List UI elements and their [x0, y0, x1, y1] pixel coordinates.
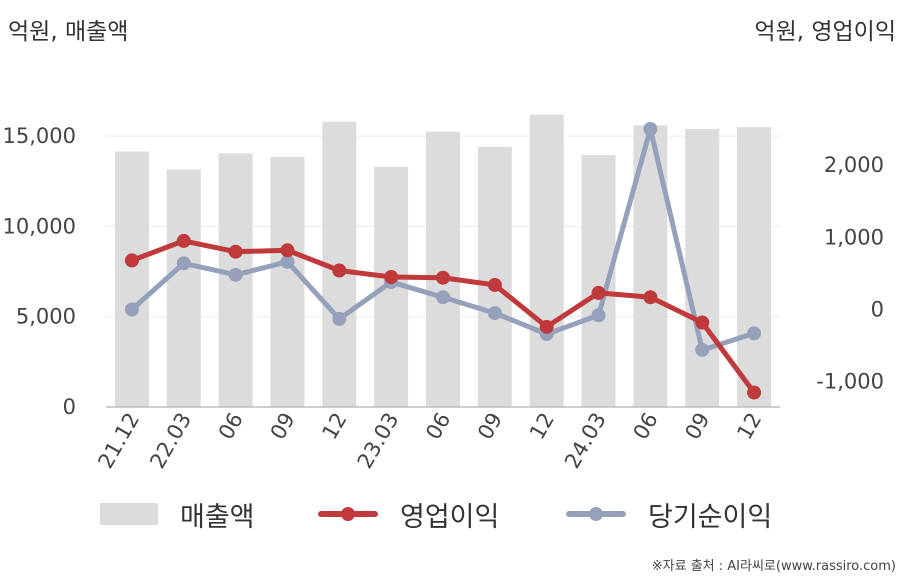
legend: 매출액 영업이익 당기순이익: [0, 492, 908, 536]
left-tick-label: 15,000: [3, 124, 76, 148]
x-tick-label: 23.03: [353, 409, 404, 473]
point-operating-profit: [332, 263, 347, 278]
left-tick-label: 0: [63, 395, 76, 419]
x-tick-label: 24.03: [560, 409, 611, 473]
x-tick-label: 09: [266, 409, 300, 444]
bar-revenue: [477, 147, 512, 407]
left-axis-unit-label: 억원, 매출액: [8, 19, 129, 45]
x-tick-label: 22.03: [145, 409, 196, 473]
legend-item-net-income: 당기순이익: [566, 492, 772, 536]
bar-revenue: [685, 128, 720, 407]
left-tick-label: 5,000: [16, 305, 76, 329]
source-note: ※자료 출처 : AI라씨로(www.rassiro.com): [651, 559, 896, 574]
point-operating-profit: [176, 233, 191, 248]
point-net-income: [487, 306, 502, 321]
bar-revenue: [426, 131, 460, 407]
point-operating-profit: [643, 290, 658, 305]
x-tick-label: 12: [732, 409, 766, 444]
x-tick-label: 12: [317, 409, 351, 444]
x-tick-label: 06: [214, 409, 248, 444]
legend-swatch-net-income: [566, 503, 626, 525]
right-tick-label: 1,000: [824, 225, 884, 249]
point-operating-profit: [747, 385, 762, 400]
right-tick-label: -1,000: [816, 370, 884, 394]
bar-revenue: [529, 114, 564, 407]
point-operating-profit: [280, 243, 295, 258]
point-net-income: [124, 302, 139, 317]
left-tick-label: 10,000: [3, 214, 76, 238]
point-operating-profit: [228, 244, 243, 259]
point-net-income: [643, 121, 658, 136]
point-operating-profit: [487, 277, 502, 292]
point-operating-profit: [436, 270, 450, 285]
point-operating-profit: [539, 319, 554, 334]
point-net-income: [280, 254, 295, 269]
legend-swatch-revenue: [100, 503, 158, 525]
point-net-income: [176, 256, 191, 271]
bar-revenue: [166, 169, 201, 407]
right-tick-label: 2,000: [824, 153, 884, 177]
legend-item-revenue: 매출액: [100, 492, 255, 536]
bar-revenue: [737, 127, 772, 407]
x-tick-label: 12: [525, 409, 559, 444]
point-net-income: [228, 267, 243, 282]
point-net-income: [695, 342, 710, 357]
x-tick-label: 09: [473, 409, 507, 444]
right-axis-unit-label: 억원, 영업이익: [754, 19, 896, 45]
point-net-income: [332, 311, 347, 326]
point-operating-profit: [591, 285, 606, 300]
legend-label-net-income: 당기순이익: [648, 501, 773, 533]
point-net-income: [436, 290, 450, 305]
legend-label-operating-profit: 영업이익: [400, 501, 500, 533]
x-tick-label: 06: [421, 409, 455, 444]
x-tick-label: 09: [680, 409, 714, 444]
x-tick-label: 06: [629, 409, 663, 444]
right-tick-label: 0: [871, 298, 884, 322]
point-operating-profit: [695, 315, 710, 330]
bar-revenue: [270, 156, 305, 407]
bar-revenue: [114, 151, 149, 407]
point-net-income: [747, 326, 762, 341]
point-net-income: [591, 308, 606, 323]
legend-label-revenue: 매출액: [180, 501, 255, 533]
legend-swatch-operating-profit: [318, 503, 378, 525]
point-operating-profit: [124, 253, 139, 268]
combo-chart: 0 5,000 10,000 15,000 -1,000 0 1,000 2,000 21.12…: [3, 114, 884, 473]
x-tick-label: 21.12: [93, 409, 144, 473]
legend-item-operating-profit: 영업이익: [318, 492, 499, 536]
point-operating-profit: [384, 270, 399, 284]
